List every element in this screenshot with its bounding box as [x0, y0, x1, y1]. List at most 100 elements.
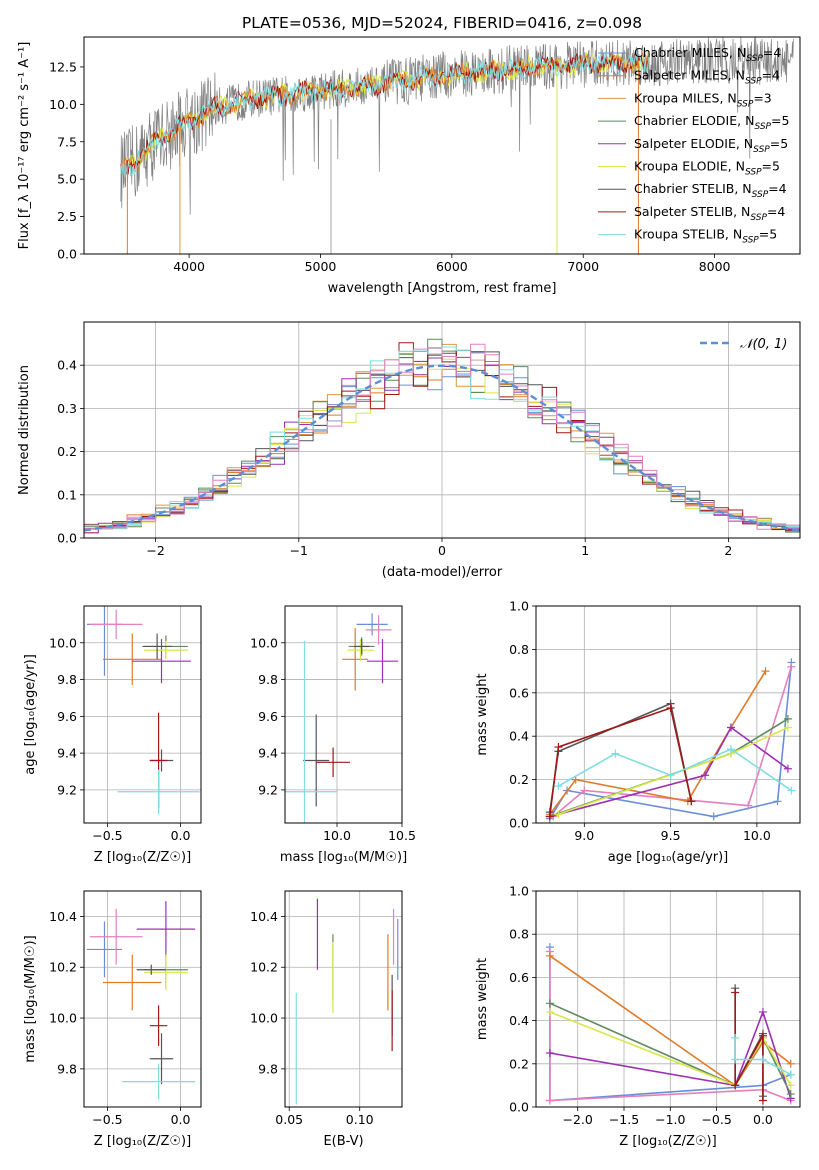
y-axis-label: mass weight — [475, 958, 490, 1040]
series-point — [554, 743, 563, 752]
spectrum-panel: PLATE=0536, MJD=52024, FIBERID=0416, z=0… — [17, 14, 801, 296]
y-tick-label: 7.5 — [57, 134, 77, 149]
y-tick-label: 9.2 — [57, 782, 77, 797]
y-axis-label: age [log₁₀(age/yr)] — [23, 654, 38, 775]
series-point — [726, 745, 735, 754]
legend-label-suffix: =4 — [762, 68, 780, 83]
series-point — [554, 810, 563, 819]
legend-label-main: Salpeter STELIB, N — [634, 204, 750, 219]
y-tick-label: 10.0 — [250, 1011, 278, 1026]
x-tick-label: 9.5 — [661, 828, 681, 843]
x-tick-label: 10.0 — [743, 828, 771, 843]
histogram-step — [84, 351, 800, 530]
x-tick-label: −0.5 — [92, 828, 122, 843]
x-tick-label: −1.5 — [609, 1112, 639, 1127]
x-axis-label: (data-model)/error — [382, 565, 503, 580]
x-tick-label: −2 — [146, 543, 164, 558]
series-line — [549, 951, 791, 1102]
legend-label-sub: SSP — [745, 77, 762, 87]
series-point — [731, 1033, 740, 1042]
series-point — [731, 988, 740, 997]
y-tick-label: 1.0 — [509, 884, 529, 899]
legend-label-main: Chabrier MILES, N — [634, 45, 746, 60]
legend-label-sub: SSP — [752, 190, 769, 200]
x-tick-label: 10.0 — [323, 828, 351, 843]
mass_age-panel: 10.0 10.5 9.2 9.4 9.6 9.8 10.0 mass [log₁₀(M/M☉… — [250, 605, 416, 865]
series-point — [554, 782, 563, 791]
series-line — [558, 748, 792, 792]
y-tick-label: 0.2 — [57, 444, 77, 459]
legend-label-suffix: =5 — [771, 113, 789, 128]
series-point — [701, 771, 710, 780]
series-point — [761, 667, 770, 676]
model-fit-line — [120, 51, 649, 178]
y-tick-label: 10.0 — [49, 635, 77, 650]
y-tick-label: 0.6 — [509, 970, 529, 985]
series-point — [580, 786, 589, 795]
x-tick-label: −0.5 — [701, 1112, 731, 1127]
legend-label-suffix: =5 — [762, 159, 780, 174]
normal-curve — [84, 364, 800, 532]
series-point — [786, 1090, 795, 1099]
y-tick-label: 9.8 — [57, 672, 77, 687]
x-tick-label: 0 — [438, 543, 446, 558]
legend-label-sub: SSP — [750, 213, 767, 223]
legend-label-main: Kroupa ELODIE, N — [634, 159, 745, 174]
x-tick-label: 2 — [724, 543, 732, 558]
legend-label-suffix: =4 — [763, 45, 781, 60]
y-axis-label: mass weight — [475, 673, 490, 755]
series-line — [549, 726, 789, 818]
z_weight-panel: −2.0 −1.5 −1.0 −0.5 0.0 0.0 0.2 0.4 0.6 0.8 1.0 Z [… — [475, 884, 801, 1149]
x-tick-label: 0.0 — [171, 1112, 191, 1127]
x-tick-label: 1 — [581, 543, 589, 558]
y-tick-label: 0.0 — [509, 816, 529, 831]
legend-label-main: Kroupa STELIB, N — [634, 227, 742, 242]
series-point — [731, 1081, 740, 1090]
y-tick-label: 9.6 — [258, 709, 278, 724]
axes-frame — [284, 890, 403, 1108]
x-tick-label: 0.0 — [753, 1112, 773, 1127]
x-tick-label: 9.0 — [574, 828, 594, 843]
y-tick-label: 10.0 — [49, 1011, 77, 1026]
series-point — [758, 1055, 767, 1064]
histogram-step — [84, 343, 800, 530]
y-tick-label: 0.0 — [509, 1100, 529, 1115]
y-tick-label: 0.8 — [509, 642, 529, 657]
series-line — [549, 1009, 792, 1099]
series-point — [666, 703, 675, 712]
ebv_mass-panel: 0.05 0.10 9.8 10.0 10.2 10.4 E(B-V) — [250, 890, 403, 1149]
y-tick-label: 12.5 — [49, 59, 77, 74]
legend-label: Chabrier STELIB, NSSP=4 — [634, 181, 787, 200]
x-tick-label: 7000 — [567, 259, 599, 274]
y-tick-label: 9.4 — [258, 746, 278, 761]
series-point — [783, 764, 792, 773]
legend-label-sub: SSP — [746, 54, 763, 64]
x-tick-label: 0.0 — [171, 828, 191, 843]
legend-label-sub: SSP — [745, 168, 762, 178]
histogram-step — [84, 351, 800, 531]
series-point — [783, 723, 792, 732]
axes-frame — [535, 890, 801, 1108]
legend-label-suffix: =4 — [768, 181, 786, 196]
y-axis-label: Normed distribution — [17, 365, 32, 495]
y-tick-label: 0.2 — [509, 772, 529, 787]
spectrum-lines — [120, 37, 794, 254]
z_age-panel: −0.5 0.0 9.2 9.4 9.6 9.8 10.0 Z [log₁₀(Z/Z☉)] ag… — [23, 605, 202, 865]
y-tick-label: 0.1 — [57, 487, 77, 502]
y-tick-label: 9.2 — [258, 782, 278, 797]
series-point — [545, 1007, 554, 1016]
series-line — [549, 706, 693, 817]
x-axis-label: Z [log₁₀(Z/Z☉)] — [94, 850, 191, 865]
series-point — [787, 662, 796, 671]
errorbars — [285, 613, 399, 823]
y-tick-label: 0.8 — [509, 927, 529, 942]
x-axis-label: Z [log₁₀(Z/Z☉)] — [94, 1134, 191, 1149]
y-tick-label: 2.5 — [57, 209, 77, 224]
legend-label-suffix: =3 — [753, 90, 771, 105]
x-tick-label: 0.10 — [346, 1112, 374, 1127]
y-tick-label: 10.4 — [49, 909, 77, 924]
legend-label-suffix: =4 — [767, 204, 785, 219]
y-axis-label: Flux [f_λ 10⁻¹⁷ erg cm⁻² s⁻¹ A⁻¹] — [17, 42, 32, 250]
series-point — [545, 999, 554, 1008]
histograms — [84, 338, 800, 534]
